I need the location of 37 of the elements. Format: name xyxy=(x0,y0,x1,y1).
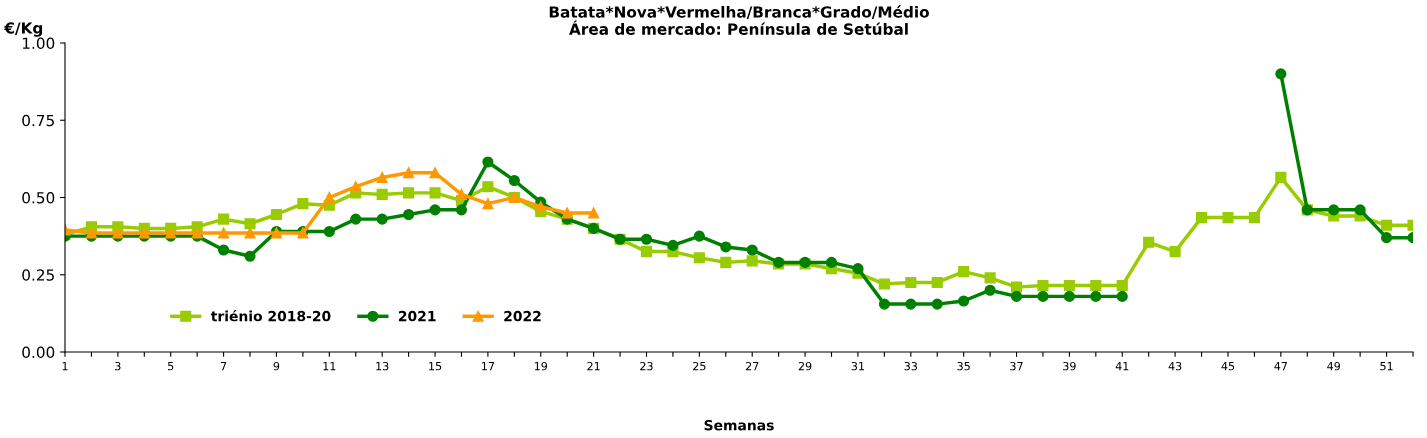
x-tick-label: 3 xyxy=(115,361,121,371)
x-tick-label: 39 xyxy=(1063,361,1076,371)
x-tick-label: 17 xyxy=(482,362,495,371)
x-tick-label: 19 xyxy=(534,361,548,371)
x-tick-label: 21 xyxy=(587,361,600,371)
x-tick-label: 1 xyxy=(62,362,68,371)
y-tick-label: 0.75 xyxy=(22,114,54,127)
y-tick-label: 0.00 xyxy=(22,346,55,359)
x-tick-label: 41 xyxy=(1115,362,1129,371)
x-tick-label: 33 xyxy=(904,361,917,371)
x-axis-title: Semanas xyxy=(704,419,774,431)
legend-label: 2021 xyxy=(398,310,436,322)
y-axis-title: €/Kg xyxy=(4,22,43,37)
x-tick-label: 9 xyxy=(273,361,280,371)
x-tick-label: 49 xyxy=(1327,361,1340,371)
legend-label: 2022 xyxy=(504,310,541,322)
x-tick-label: 5 xyxy=(168,362,174,371)
x-tick-label: 13 xyxy=(376,361,389,371)
x-tick-label: 23 xyxy=(640,361,653,371)
x-tick-label: 7 xyxy=(220,362,227,371)
x-tick-label: 25 xyxy=(693,361,706,371)
y-tick-label: 0.25 xyxy=(22,269,54,281)
x-tick-label: 31 xyxy=(851,361,864,371)
legend-label: triénio 2018-20 xyxy=(210,310,331,322)
x-tick-label: 45 xyxy=(1221,362,1235,371)
x-tick-label: 11 xyxy=(323,362,336,371)
x-tick-label: 27 xyxy=(745,361,759,371)
x-tick-label: 43 xyxy=(1168,361,1182,371)
x-tick-label: 51 xyxy=(1380,362,1393,371)
y-tick-label: 1.00 xyxy=(22,37,55,50)
chart-title: Batata*Nova*Vermelha/Branca*Grado/Médio Área de mercado: Península de Setúbal xyxy=(549,5,929,35)
x-tick-label: 29 xyxy=(798,361,812,371)
x-tick-label: 37 xyxy=(1010,361,1023,371)
y-tick-label: 0.50 xyxy=(22,191,55,204)
x-tick-label: 47 xyxy=(1274,362,1287,371)
x-tick-label: 35 xyxy=(957,361,970,371)
x-tick-label: 15 xyxy=(429,362,442,371)
